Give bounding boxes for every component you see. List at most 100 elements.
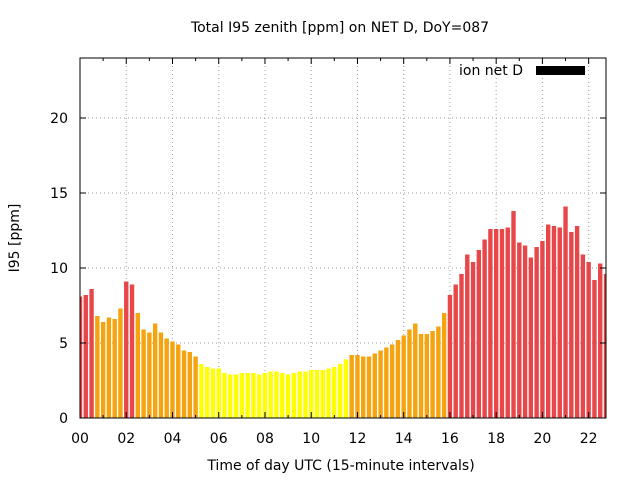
bar (274, 371, 279, 418)
bar (170, 341, 175, 418)
bar (222, 373, 227, 418)
bar (407, 329, 412, 418)
bar (245, 373, 250, 418)
bar (314, 370, 320, 418)
bar (141, 329, 146, 418)
bar (361, 356, 366, 418)
bar (309, 370, 314, 418)
chart-title: Total I95 zenith [ppm] on NET D, DoY=087 (190, 20, 489, 36)
bar (216, 368, 221, 418)
bar (551, 226, 557, 418)
bar (401, 335, 406, 418)
bar (176, 344, 181, 418)
bar (343, 359, 349, 418)
x-tick-label: 06 (210, 431, 228, 447)
bar (233, 374, 239, 418)
x-tick-label: 20 (534, 431, 552, 447)
bar (603, 274, 606, 418)
x-tick-label: 22 (580, 431, 598, 447)
bar (522, 245, 528, 418)
bar (268, 371, 273, 418)
bar (332, 367, 337, 418)
bar (303, 371, 308, 418)
bar (199, 364, 204, 418)
x-tick-label: 12 (349, 431, 367, 447)
y-tick-label: 5 (59, 336, 68, 352)
bar (158, 332, 164, 418)
bar (83, 295, 88, 418)
bar (563, 206, 568, 418)
x-tick-label: 16 (441, 431, 459, 447)
bar (557, 227, 562, 418)
bar (256, 374, 262, 418)
bar (147, 332, 152, 418)
bar (505, 227, 510, 418)
bar (372, 353, 377, 418)
bar (540, 241, 545, 418)
bar (447, 295, 453, 418)
bar (280, 373, 285, 418)
bar (592, 280, 597, 418)
bar (320, 370, 325, 418)
bar (470, 262, 476, 418)
bar (453, 284, 458, 418)
bar (459, 274, 464, 418)
bar (436, 326, 441, 418)
bar (326, 368, 331, 418)
bar (285, 374, 291, 418)
bar (181, 350, 187, 418)
bar (418, 334, 424, 418)
bar (395, 340, 401, 418)
legend-swatch (536, 66, 585, 75)
x-axis-label: Time of day UTC (15-minute intervals) (206, 458, 474, 474)
y-axis-label: I95 [ppm] (7, 204, 23, 273)
bar (488, 229, 493, 418)
bar (580, 254, 586, 418)
bar (251, 373, 256, 418)
bar (193, 356, 198, 418)
bar (129, 284, 135, 418)
x-tick-label: 02 (117, 431, 135, 447)
bar (124, 281, 129, 418)
y-tick-label: 20 (50, 111, 68, 127)
bar (239, 373, 245, 418)
bar (152, 323, 158, 418)
x-tick-label: 08 (256, 431, 274, 447)
legend: ion net D (459, 63, 585, 79)
bar (430, 331, 435, 418)
x-tick-label: 00 (71, 431, 89, 447)
bar (291, 373, 297, 418)
x-tick-label: 10 (302, 431, 320, 447)
bar (204, 367, 210, 418)
y-tick-label: 0 (59, 411, 68, 427)
bar (598, 263, 603, 418)
bar (441, 313, 447, 418)
bar (355, 355, 360, 418)
bar (389, 344, 395, 418)
bar (528, 257, 534, 418)
bar (517, 242, 522, 418)
bar (413, 323, 418, 418)
plot-frame (79, 57, 607, 419)
bar (569, 232, 574, 418)
bar (89, 289, 94, 418)
bar (210, 368, 216, 418)
bar (499, 229, 505, 418)
bar (262, 373, 268, 418)
axis-ticks: 00 02 04 06 08 10 12 14 16 18 20 22 0 5 10 15 20 (50, 58, 606, 447)
x-tick-label: 04 (164, 431, 182, 447)
x-tick-label: 14 (395, 431, 413, 447)
y-tick-label: 15 (50, 186, 68, 202)
bar (511, 211, 516, 418)
bar (493, 229, 499, 418)
bar (482, 239, 487, 418)
bar (112, 319, 117, 418)
bar (135, 313, 140, 418)
bar (164, 338, 169, 418)
bar (465, 254, 470, 418)
bar (297, 371, 302, 418)
bar (95, 316, 100, 418)
bar (349, 355, 354, 418)
bar (118, 308, 123, 418)
